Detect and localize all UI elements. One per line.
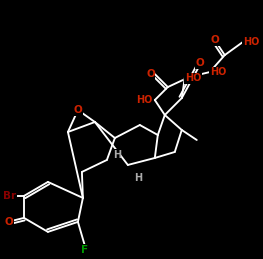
Text: O: O (5, 217, 14, 227)
Text: HO: HO (185, 73, 201, 83)
Text: HO: HO (136, 95, 153, 105)
Text: Br: Br (3, 191, 16, 201)
Text: O: O (195, 58, 204, 68)
Text: H: H (113, 150, 121, 160)
Text: F: F (81, 245, 88, 255)
Text: HO: HO (243, 37, 259, 47)
Text: O: O (210, 35, 219, 45)
Text: O: O (146, 69, 155, 79)
Text: HO: HO (210, 67, 226, 77)
Text: O: O (74, 105, 82, 115)
Text: H: H (134, 173, 142, 183)
